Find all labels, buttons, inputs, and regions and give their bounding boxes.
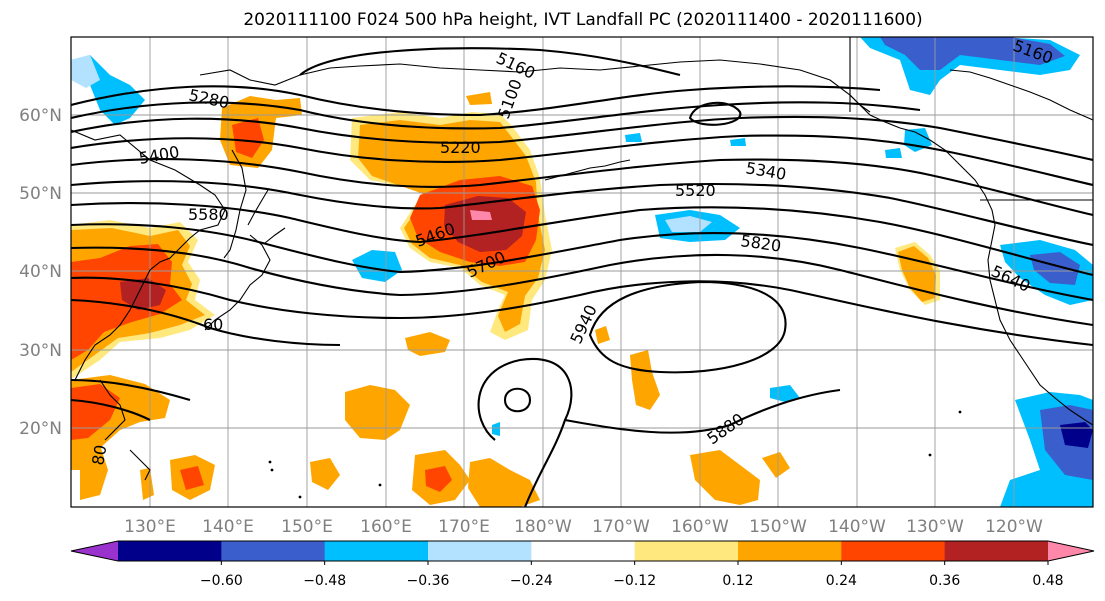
colorbar-outline xyxy=(70,540,1095,562)
colorbar-segment xyxy=(634,541,739,561)
lon-label: 140°W xyxy=(828,517,886,537)
height-contours xyxy=(71,47,1093,507)
figure-title: 2020111100 F024 500 hPa height, IVT Land… xyxy=(243,10,922,30)
colorbar-segment xyxy=(221,541,326,561)
contour-label: 60 xyxy=(203,315,223,334)
colorbar-tick-label: 0.48 xyxy=(1032,573,1063,589)
lat-label: 30°N xyxy=(19,341,62,361)
latitude-labels: 60°N 50°N 40°N 30°N 20°N xyxy=(19,106,62,439)
lon-label: 130°W xyxy=(906,517,964,537)
colorbar-tick-label: −0.60 xyxy=(200,573,243,589)
lat-label: 20°N xyxy=(19,419,62,439)
colorbar-tick-label: 0.12 xyxy=(722,573,753,589)
colorbar-tick-label: −0.36 xyxy=(407,573,450,589)
contour-label: 80 xyxy=(88,443,110,466)
lat-label: 50°N xyxy=(19,184,62,204)
longitude-labels: 130°E 140°E 150°E 160°E 170°E 180°W 170°… xyxy=(124,517,1043,537)
lon-label: 170°W xyxy=(592,517,650,537)
lon-label: 130°E xyxy=(124,517,176,537)
contour-label: 5220 xyxy=(440,138,481,157)
lat-label: 60°N xyxy=(19,106,62,126)
contour-label: 5520 xyxy=(675,181,716,200)
positive-ivt-region-kamchatka xyxy=(232,118,264,158)
negative-ivt-region xyxy=(1030,252,1080,285)
colorbar-segment xyxy=(738,541,842,561)
ivt-shading xyxy=(71,37,1093,507)
lon-label: 150°W xyxy=(749,517,807,537)
positive-ivt-region-east xyxy=(898,246,936,302)
map-panel: 5160 5100 5280 5400 5220 5580 5460 5700 … xyxy=(71,37,1093,507)
lon-label: 160°E xyxy=(360,517,412,537)
lon-label: 140°E xyxy=(202,517,254,537)
lon-label: 180°W xyxy=(514,517,572,537)
lon-label: 120°W xyxy=(985,517,1043,537)
colorbar-segment xyxy=(531,541,636,561)
colorbar-segment xyxy=(118,541,222,561)
negative-ivt-region xyxy=(352,250,402,282)
lon-label: 160°W xyxy=(671,517,729,537)
positive-ivt-region-west xyxy=(120,278,166,310)
colorbar-extend-right xyxy=(1048,541,1094,561)
negative-ivt-region xyxy=(1060,422,1093,448)
colorbar-segment xyxy=(944,541,1049,561)
contour-label: 5580 xyxy=(188,205,229,224)
positive-ivt-region-central xyxy=(470,210,492,220)
lat-label: 40°N xyxy=(19,262,62,282)
positive-ivt-region-central xyxy=(444,196,526,252)
colorbar-tick-label: 0.24 xyxy=(826,573,857,589)
positive-ivt-region-west xyxy=(71,384,120,440)
colorbar-tick-label: −0.12 xyxy=(613,573,656,589)
colorbar-segment xyxy=(324,541,429,561)
colorbar-segment xyxy=(841,541,946,561)
colorbar-tick-label: −0.48 xyxy=(303,573,346,589)
colorbar-tick-label: 0.36 xyxy=(929,573,960,589)
negative-ivt-region xyxy=(880,37,1065,70)
lon-label: 170°E xyxy=(438,517,490,537)
lon-label: 150°E xyxy=(281,517,333,537)
colorbar: −0.60 −0.48 −0.36 −0.24 −0.12 0.12 0.24 0.36 0.4… xyxy=(70,540,1095,589)
map-frame xyxy=(70,36,1094,508)
colorbar-extend-left xyxy=(71,541,118,561)
colorbar-segment xyxy=(428,541,532,561)
colorbar-tick-label: −0.24 xyxy=(510,573,553,589)
